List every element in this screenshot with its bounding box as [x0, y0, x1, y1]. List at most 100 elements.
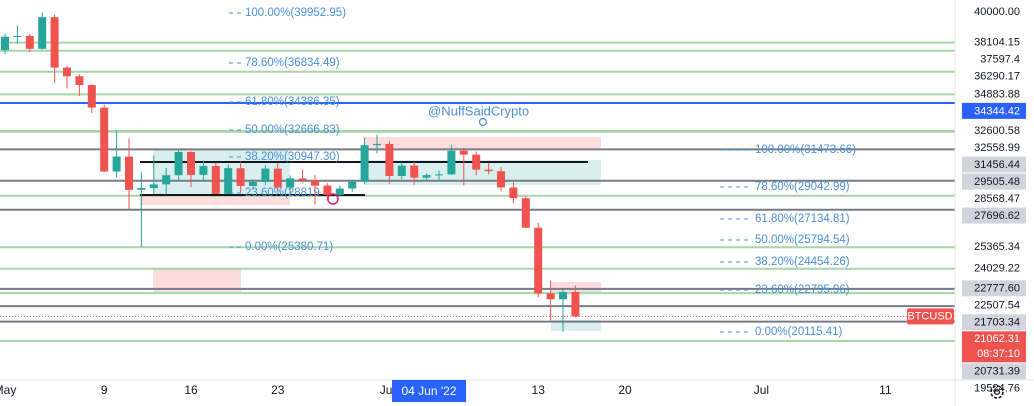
- fib-label: 38.20%(24454.26): [755, 256, 850, 268]
- y-tick-label: 40000.00: [974, 6, 1020, 18]
- price-label: 37597.4: [980, 54, 1020, 66]
- candle-body: [459, 150, 468, 155]
- candle-body: [298, 178, 307, 181]
- candle-body: [546, 293, 555, 300]
- price-label-bg: [962, 139, 1026, 156]
- candle-body: [249, 181, 257, 186]
- candle-body: [162, 175, 171, 185]
- price-label-bg: [962, 156, 1026, 173]
- price-label: 25365.34: [974, 241, 1020, 253]
- candle-body: [174, 151, 183, 176]
- candle-body: [509, 187, 518, 199]
- candle-body: [323, 185, 332, 195]
- price-label-bg: [962, 380, 1026, 397]
- candle-body: [435, 174, 443, 176]
- axis-labels: May91623Jun1320Jul1140000.0038104.153759…: [0, 6, 1026, 397]
- crosshair-label-bg: [392, 380, 466, 402]
- zone: [551, 282, 601, 292]
- price-label: 32558.99: [974, 142, 1020, 154]
- candle-body: [571, 291, 580, 317]
- countdown: 08:37:10: [977, 348, 1020, 360]
- candle-body: [38, 17, 47, 49]
- settings-icon[interactable]: [990, 385, 1004, 399]
- price-label: 34883.88: [974, 88, 1020, 100]
- symbol-tag-bg: [907, 308, 954, 325]
- zone: [365, 137, 601, 150]
- price-label: 32600.58: [974, 125, 1020, 137]
- zone: [140, 195, 290, 205]
- price-label-bg: [962, 207, 1026, 224]
- candle-body: [137, 188, 146, 190]
- price-label-bg: [962, 85, 1026, 102]
- fib-label: 0.00%(25380.71): [245, 241, 333, 253]
- price-label-bg: [962, 34, 1026, 51]
- candle-body: [348, 181, 357, 189]
- crosshair-label: 04 Jun '22: [401, 384, 456, 398]
- zone: [551, 320, 601, 331]
- last-price-label: 21062.31: [974, 333, 1020, 345]
- candle-body: [25, 35, 34, 49]
- x-tick-label: 16: [184, 383, 198, 397]
- candle-body: [447, 150, 456, 175]
- candle-body: [261, 168, 270, 182]
- price-label-bg: [962, 102, 1026, 119]
- candle-body: [75, 76, 84, 85]
- x-tick-label: May: [0, 383, 16, 397]
- fib-label: 38.20%(30947.30): [245, 151, 340, 163]
- candle-body: [472, 154, 481, 170]
- fib-label: 23.60%(28819: [245, 187, 320, 199]
- fib-labels: 100.00%(39952.95) 78.60%(36834.49) 61.80%(…: [229, 7, 856, 338]
- candle-body: [311, 180, 319, 186]
- price-label: 27696.62: [974, 210, 1020, 222]
- fib-label: 78.60%(36834.49): [245, 57, 340, 69]
- candle-body: [373, 143, 381, 146]
- price-label-bg: [962, 122, 1026, 139]
- price-label: 21703.34: [974, 317, 1020, 329]
- fib-label: 0.00%(20115.41): [755, 326, 843, 338]
- x-tick-label: 9: [101, 383, 108, 397]
- fib-label: 50.00%(32666.83): [245, 124, 340, 136]
- candle-body: [521, 198, 530, 228]
- candle-body: [360, 145, 369, 182]
- price-label: 19524.76: [974, 383, 1020, 395]
- x-tick-label: Jul: [754, 383, 769, 397]
- price-label-bg: [962, 173, 1026, 190]
- x-tick-label: 13: [532, 383, 546, 397]
- candle-body: [385, 143, 394, 177]
- price-label: 20731.39: [974, 366, 1020, 378]
- x-tick-label: 20: [618, 383, 632, 397]
- price-label: 28568.47: [974, 193, 1020, 205]
- candle-body: [286, 178, 295, 188]
- fib-label: 50.00%(25794.54): [755, 234, 850, 246]
- price-label-bg: [962, 238, 1026, 255]
- fib-label: 78.60%(29042.99): [755, 181, 850, 193]
- candle-body: [87, 84, 96, 108]
- candle-body: [1, 36, 9, 51]
- candle-body: [149, 184, 158, 189]
- x-tick-label: 23: [271, 383, 285, 397]
- price-label-bg: [962, 297, 1026, 314]
- candle-body: [50, 17, 59, 68]
- price-label: 34344.42: [974, 105, 1020, 117]
- candle-body: [410, 165, 419, 178]
- levels: [0, 41, 955, 343]
- price-label: 24029.22: [974, 263, 1020, 275]
- price-label-bg: [962, 280, 1026, 297]
- price-label: 31456.44: [974, 159, 1020, 171]
- price-label-bg: [962, 363, 1026, 380]
- candle-body: [497, 171, 505, 188]
- candle-body: [199, 166, 208, 175]
- x-tick-label: 11: [879, 383, 892, 397]
- candle-body: [211, 166, 220, 194]
- candle-body: [397, 165, 406, 177]
- fib-label: 100.00%(31473.66): [755, 144, 856, 156]
- candle-body: [187, 151, 195, 175]
- candle-body: [484, 169, 493, 172]
- fib-label: 61.80%(27134.81): [755, 213, 850, 225]
- price-label-bg: [962, 51, 1026, 68]
- candle-body: [273, 168, 282, 188]
- candle-body: [236, 168, 245, 186]
- price-label-bg: [962, 314, 1026, 331]
